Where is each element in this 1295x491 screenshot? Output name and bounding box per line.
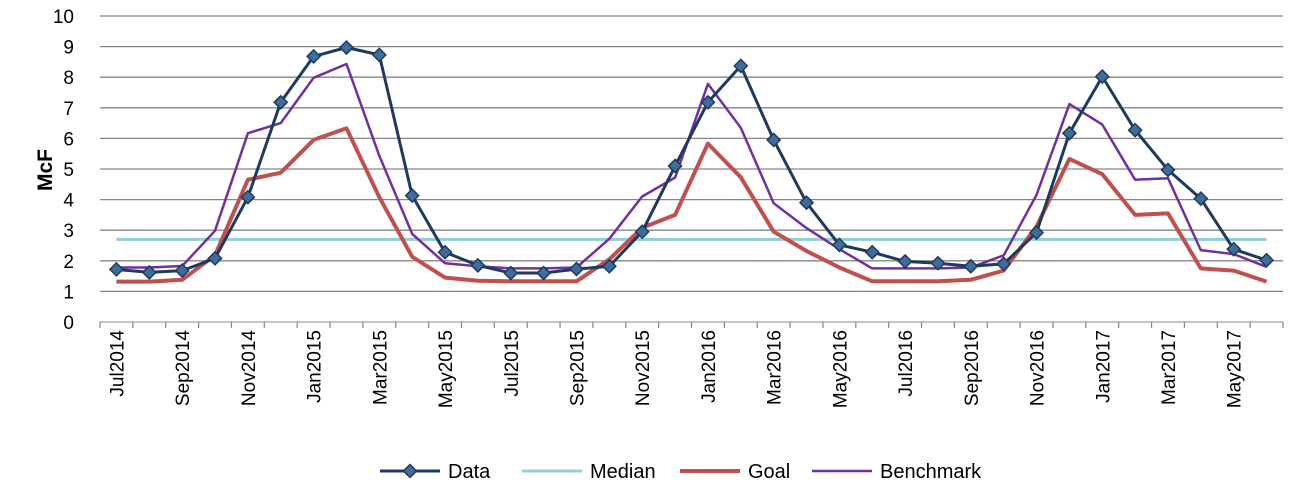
data-point	[733, 58, 749, 74]
data-point	[503, 265, 519, 281]
x-tick-label: Jan2016	[699, 330, 720, 403]
data-point	[1127, 122, 1143, 138]
data-point	[831, 237, 847, 253]
y-tick-label: 9	[63, 38, 74, 59]
legend-label-goal: Goal	[748, 461, 790, 483]
x-tick-label: Sep2016	[962, 330, 983, 406]
x-tick-label: Jan2015	[305, 330, 326, 403]
data-point	[1259, 252, 1275, 268]
y-tick-label: 4	[63, 191, 74, 212]
y-tick-label: 10	[53, 7, 74, 28]
data-point	[1028, 225, 1045, 241]
data-point	[1160, 162, 1176, 178]
x-tick-label: Jan2017	[1093, 330, 1114, 403]
x-tick-label: Jul2016	[896, 330, 917, 397]
data-point	[273, 94, 289, 110]
series-line-benchmark	[116, 62, 1268, 270]
data-point	[1226, 241, 1242, 257]
data-point	[174, 263, 190, 279]
data-point	[996, 256, 1012, 272]
data-point	[338, 39, 355, 56]
y-axis-label: McF	[34, 149, 57, 191]
series-line-goal	[116, 126, 1268, 284]
x-tick-label: Sep2014	[173, 330, 194, 407]
y-tick-label: 5	[63, 160, 74, 181]
y-tick-label: 2	[63, 252, 74, 273]
data-point	[1193, 191, 1209, 207]
data-point	[963, 258, 979, 274]
legend-marker	[402, 463, 418, 479]
x-tick-label: May2015	[436, 330, 457, 408]
x-tick-labels: Jul2014 Sep2014 Nov2014 Jan2015 Mar2015 May20…	[99, 322, 1284, 408]
data-point	[207, 250, 223, 266]
x-tick-label: Nov2015	[633, 330, 654, 406]
data-point	[568, 261, 585, 277]
data-point	[766, 132, 782, 148]
series-lines	[108, 39, 1275, 284]
gridlines	[100, 15, 1283, 323]
y-tick-label: 1	[63, 282, 74, 303]
x-tick-label: Jul2015	[502, 330, 523, 397]
data-point	[306, 48, 322, 64]
data-point	[536, 265, 552, 281]
series-line-data	[116, 46, 1268, 275]
data-point	[1094, 69, 1110, 85]
legend-label-benchmark: Benchmark	[880, 461, 982, 483]
x-tick-label: Mar2017	[1159, 330, 1180, 405]
data-point	[141, 264, 157, 280]
x-tick-label: Sep2015	[567, 330, 588, 406]
x-tick-label: Nov2014	[239, 330, 260, 406]
data-point	[371, 47, 387, 63]
data-point	[601, 258, 617, 274]
y-tick-label: 7	[63, 99, 74, 120]
x-tick-label: Mar2016	[765, 330, 786, 405]
data-point	[700, 94, 716, 110]
x-tick-label: Nov2016	[1028, 330, 1049, 406]
data-point	[240, 189, 256, 205]
x-tick-label: May2016	[830, 330, 851, 408]
data-point	[437, 244, 453, 260]
data-point	[404, 188, 420, 204]
legend-label-data: Data	[448, 461, 491, 483]
legend-label-median: Median	[590, 461, 656, 483]
y-tick-label: 3	[63, 221, 74, 242]
y-tick-label: 8	[63, 68, 74, 89]
data-point	[634, 224, 650, 240]
data-point	[798, 195, 815, 211]
data-point	[897, 253, 913, 269]
x-tick-label: Mar2015	[370, 330, 391, 405]
y-tick-label: 6	[63, 129, 74, 150]
data-point	[470, 257, 486, 273]
data-point	[108, 261, 124, 277]
y-tick-labels: 0 1 2 3 4 5 6 7 8 9 10	[53, 7, 75, 334]
data-point	[1061, 125, 1077, 141]
data-point	[864, 244, 880, 260]
x-tick-label: May2017	[1225, 330, 1246, 408]
x-tick-label: Jul2014	[107, 330, 128, 397]
y-tick-label: 0	[63, 313, 74, 334]
data-point	[930, 255, 946, 271]
data-point	[667, 158, 683, 174]
legend: Data Median Goal Benchmark	[380, 461, 982, 483]
